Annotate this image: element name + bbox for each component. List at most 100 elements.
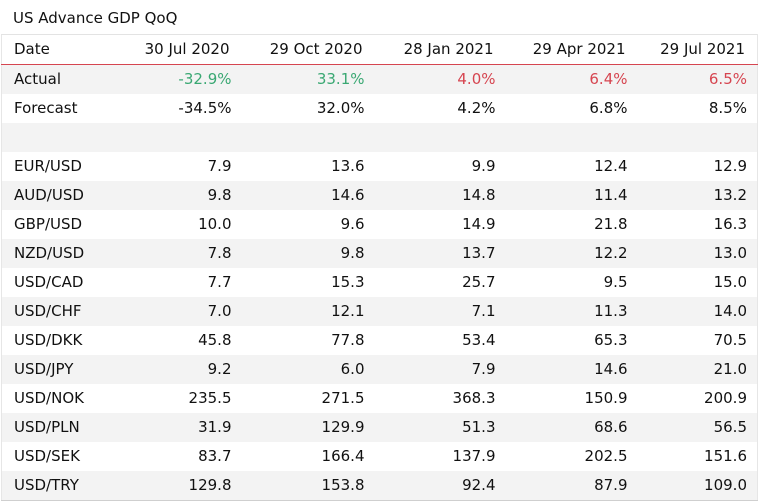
pair-row: GBP/USD 10.0 9.6 14.9 21.8 16.3 bbox=[1, 210, 758, 239]
pair-value: 15.0 bbox=[637, 268, 758, 297]
pair-value: 271.5 bbox=[241, 384, 375, 413]
pair-value: 12.9 bbox=[637, 152, 758, 181]
pair-row: USD/TRY 129.8 153.8 92.4 87.9 109.0 bbox=[1, 471, 758, 501]
pair-value: 129.8 bbox=[113, 471, 242, 501]
header-row: Date 30 Jul 2020 29 Oct 2020 28 Jan 2021… bbox=[1, 34, 758, 65]
empty-cell bbox=[113, 123, 242, 152]
pair-row: USD/DKK 45.8 77.8 53.4 65.3 70.5 bbox=[1, 326, 758, 355]
pair-value: 13.7 bbox=[374, 239, 506, 268]
pair-value: 109.0 bbox=[637, 471, 758, 501]
pair-row: USD/PLN 31.9 129.9 51.3 68.6 56.5 bbox=[1, 413, 758, 442]
forecast-value: 8.5% bbox=[637, 94, 758, 123]
pair-row: USD/CAD 7.7 15.3 25.7 9.5 15.0 bbox=[1, 268, 758, 297]
pair-value: 68.6 bbox=[505, 413, 638, 442]
pair-value: 368.3 bbox=[374, 384, 506, 413]
pair-label: USD/CHF bbox=[1, 297, 114, 326]
header-date: 28 Jan 2021 bbox=[374, 34, 506, 65]
pair-label: USD/TRY bbox=[1, 471, 114, 501]
table-title: US Advance GDP QoQ bbox=[13, 9, 178, 27]
empty-cell bbox=[374, 123, 506, 152]
pair-value: 51.3 bbox=[374, 413, 506, 442]
pair-row: EUR/USD 7.9 13.6 9.9 12.4 12.9 bbox=[1, 152, 758, 181]
actual-value: 6.5% bbox=[637, 64, 758, 94]
empty-cell bbox=[1, 123, 114, 152]
header-date: 29 Oct 2020 bbox=[241, 34, 375, 65]
pair-value: 137.9 bbox=[374, 442, 506, 471]
forecast-value: 32.0% bbox=[241, 94, 375, 123]
pair-label: USD/NOK bbox=[1, 384, 114, 413]
pair-value: 16.3 bbox=[637, 210, 758, 239]
pair-value: 31.9 bbox=[113, 413, 242, 442]
pair-value: 10.0 bbox=[113, 210, 242, 239]
pair-label: USD/PLN bbox=[1, 413, 114, 442]
pair-label: USD/DKK bbox=[1, 326, 114, 355]
empty-cell bbox=[241, 123, 375, 152]
pair-value: 14.0 bbox=[637, 297, 758, 326]
pair-value: 13.6 bbox=[241, 152, 375, 181]
actual-value: 33.1% bbox=[241, 64, 375, 94]
pair-value: 7.9 bbox=[374, 355, 506, 384]
pair-value: 92.4 bbox=[374, 471, 506, 501]
row-label: Actual bbox=[1, 64, 114, 94]
pair-label: USD/JPY bbox=[1, 355, 114, 384]
actual-value: 4.0% bbox=[374, 64, 506, 94]
pair-row: USD/JPY 9.2 6.0 7.9 14.6 21.0 bbox=[1, 355, 758, 384]
pair-row: AUD/USD 9.8 14.6 14.8 11.4 13.2 bbox=[1, 181, 758, 210]
pair-value: 21.0 bbox=[637, 355, 758, 384]
pair-row: USD/SEK 83.7 166.4 137.9 202.5 151.6 bbox=[1, 442, 758, 471]
pair-value: 14.9 bbox=[374, 210, 506, 239]
forecast-value: -34.5% bbox=[113, 94, 242, 123]
pair-value: 9.5 bbox=[505, 268, 638, 297]
pair-value: 9.2 bbox=[113, 355, 242, 384]
header-date: 29 Jul 2021 bbox=[637, 34, 758, 65]
pair-value: 7.9 bbox=[113, 152, 242, 181]
pair-value: 45.8 bbox=[113, 326, 242, 355]
pair-value: 7.0 bbox=[113, 297, 242, 326]
pair-row: USD/NOK 235.5 271.5 368.3 150.9 200.9 bbox=[1, 384, 758, 413]
pair-value: 56.5 bbox=[637, 413, 758, 442]
pair-value: 14.6 bbox=[241, 181, 375, 210]
header-date: 29 Apr 2021 bbox=[505, 34, 638, 65]
pair-value: 21.8 bbox=[505, 210, 638, 239]
spacer-row bbox=[1, 123, 758, 152]
pair-label: EUR/USD bbox=[1, 152, 114, 181]
pair-value: 153.8 bbox=[241, 471, 375, 501]
pair-value: 11.3 bbox=[505, 297, 638, 326]
pair-label: GBP/USD bbox=[1, 210, 114, 239]
actual-value: -32.9% bbox=[113, 64, 242, 94]
pair-value: 129.9 bbox=[241, 413, 375, 442]
pair-value: 235.5 bbox=[113, 384, 242, 413]
pair-value: 83.7 bbox=[113, 442, 242, 471]
pair-value: 9.8 bbox=[113, 181, 242, 210]
actual-row: Actual -32.9% 33.1% 4.0% 6.4% 6.5% bbox=[1, 64, 758, 94]
forecast-value: 4.2% bbox=[374, 94, 506, 123]
pair-value: 12.4 bbox=[505, 152, 638, 181]
pair-label: USD/SEK bbox=[1, 442, 114, 471]
row-label: Forecast bbox=[1, 94, 114, 123]
pair-value: 200.9 bbox=[637, 384, 758, 413]
pair-value: 9.9 bbox=[374, 152, 506, 181]
pair-value: 6.0 bbox=[241, 355, 375, 384]
pair-row: NZD/USD 7.8 9.8 13.7 12.2 13.0 bbox=[1, 239, 758, 268]
pair-value: 12.2 bbox=[505, 239, 638, 268]
pair-value: 150.9 bbox=[505, 384, 638, 413]
empty-cell bbox=[637, 123, 758, 152]
pair-label: NZD/USD bbox=[1, 239, 114, 268]
pair-label: USD/CAD bbox=[1, 268, 114, 297]
pair-value: 15.3 bbox=[241, 268, 375, 297]
pair-value: 13.0 bbox=[637, 239, 758, 268]
header-date: 30 Jul 2020 bbox=[113, 34, 242, 65]
actual-value: 6.4% bbox=[505, 64, 638, 94]
pair-value: 14.6 bbox=[505, 355, 638, 384]
pair-value: 53.4 bbox=[374, 326, 506, 355]
pair-value: 202.5 bbox=[505, 442, 638, 471]
pair-label: AUD/USD bbox=[1, 181, 114, 210]
pair-value: 7.8 bbox=[113, 239, 242, 268]
header-label: Date bbox=[1, 34, 114, 65]
pair-value: 12.1 bbox=[241, 297, 375, 326]
empty-cell bbox=[505, 123, 638, 152]
pair-value: 65.3 bbox=[505, 326, 638, 355]
pair-value: 87.9 bbox=[505, 471, 638, 501]
forecast-value: 6.8% bbox=[505, 94, 638, 123]
